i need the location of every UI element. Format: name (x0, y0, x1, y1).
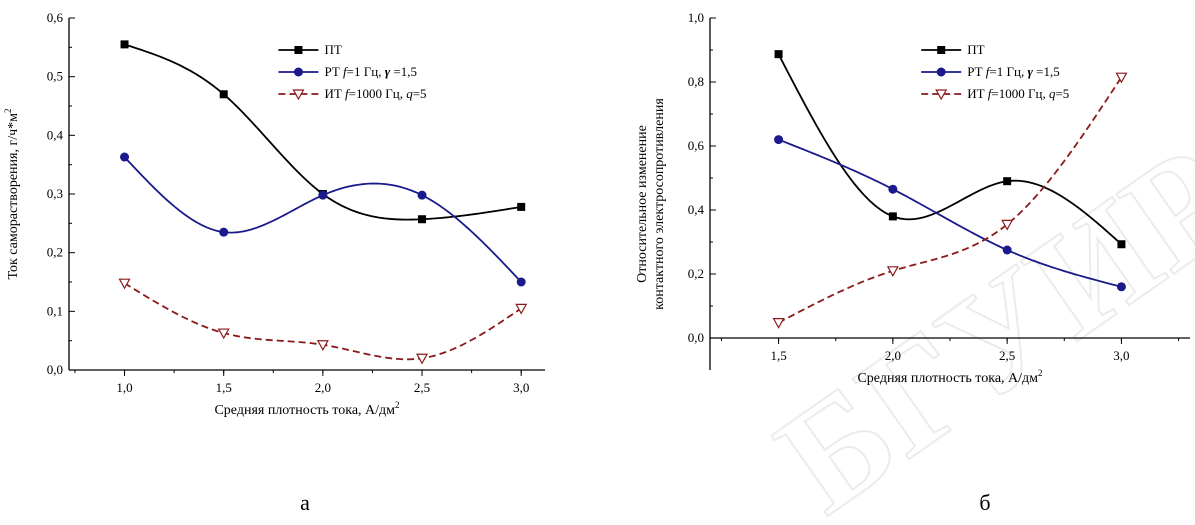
data-point-rt (1116, 282, 1126, 292)
x-tick-label: 2,0 (885, 348, 901, 363)
data-point-pt (888, 212, 897, 221)
data-point-it (316, 340, 329, 352)
legend-label-it: ИТ f=1000 Гц, q=5 (324, 86, 426, 101)
series-line-pt (777, 53, 1123, 245)
data-point-rt (888, 184, 898, 194)
data-point-rt (120, 152, 130, 162)
y-tick-label: 1,0 (688, 10, 704, 25)
legend-marker-rt (936, 67, 946, 77)
data-point-it (217, 328, 230, 340)
x-tick-label: 2,0 (315, 380, 331, 395)
data-point-rt (516, 277, 526, 287)
y-tick-label: 0,0 (688, 330, 704, 345)
data-point-pt (774, 50, 783, 59)
data-point-pt (219, 90, 228, 99)
data-point-pt (1117, 240, 1126, 249)
x-tick-label: 3,0 (1113, 348, 1129, 363)
x-tick-label: 1,5 (770, 348, 786, 363)
data-point-rt (1002, 245, 1012, 255)
series-line-rt (778, 138, 1122, 288)
series-line-it (778, 76, 1123, 324)
legend-label-pt: ПТ (967, 42, 984, 57)
data-point-it (515, 303, 528, 315)
y-tick-label: 0,6 (47, 10, 64, 25)
legend-marker-it (935, 89, 948, 101)
chart-panel-b: 0,0 0,2 0,4 0,6 0,8 1,0 1,5 2,0 2,5 3,0 Средняя пл… (635, 10, 1190, 515)
legend-marker-rt (293, 67, 303, 77)
data-point-it (886, 266, 899, 278)
y-tick-label: 0,4 (47, 127, 64, 142)
x-tick-label: 1,0 (116, 380, 132, 395)
y-axis-title: Ток саморастворения, г/ч*м2 (3, 109, 21, 280)
data-point-rt (417, 190, 427, 200)
data-point-rt (219, 227, 229, 237)
legend-marker-pt (937, 46, 946, 54)
y-tick-label: 0,5 (47, 69, 63, 84)
y-axis-title: контактного электросопротивления (652, 98, 667, 310)
x-tick-label: 3,0 (513, 380, 529, 395)
data-point-pt (120, 40, 129, 49)
series-line-rt (123, 156, 522, 283)
x-tick-label: 2,5 (999, 348, 1015, 363)
data-point-pt (1003, 177, 1012, 186)
chart-panel-a: 0,0 0,1 0,2 0,3 0,4 0,5 0,6 1,0 1,5 2,0 2,5 3,0 Сред… (3, 10, 545, 515)
y-tick-label: 0,1 (47, 303, 63, 318)
data-point-rt (774, 135, 784, 145)
x-axis-title: Средняя плотность тока, А/дм2 (214, 400, 399, 418)
y-tick-label: 0,2 (47, 245, 63, 260)
legend-marker-pt (294, 46, 303, 54)
y-tick-label: 0,0 (47, 362, 63, 377)
data-point-it (416, 353, 429, 365)
y-axis-title: Относительное изменение (635, 125, 650, 283)
data-point-rt (318, 190, 328, 200)
data-point-it (772, 318, 785, 329)
y-tick-label: 0,8 (688, 74, 704, 89)
x-axis-title: Средняя плотность тока, А/дм2 (857, 368, 1042, 386)
data-point-pt (517, 202, 526, 211)
x-tick-label: 2,5 (414, 380, 430, 395)
y-tick-label: 0,2 (688, 266, 704, 281)
watermark: БГУИР (749, 114, 1195, 525)
x-tick-label: 1,5 (216, 380, 232, 395)
data-point-it (1001, 219, 1014, 231)
legend-label-it: ИТ f=1000 Гц, q=5 (967, 86, 1069, 101)
y-tick-label: 0,4 (688, 202, 705, 217)
legend-label-rt: РТ f=1 Гц, γ =1,5 (967, 64, 1060, 79)
y-tick-label: 0,3 (47, 186, 63, 201)
data-point-it (118, 278, 131, 290)
panel-label: б (979, 490, 990, 515)
legend-label-rt: РТ f=1 Гц, γ =1,5 (324, 64, 417, 79)
y-tick-label: 0,6 (688, 138, 705, 153)
legend-marker-it (292, 89, 305, 101)
data-point-it (1115, 72, 1128, 84)
data-point-pt (418, 215, 427, 224)
legend-label-pt: ПТ (324, 42, 341, 57)
panel-label: а (300, 490, 310, 515)
